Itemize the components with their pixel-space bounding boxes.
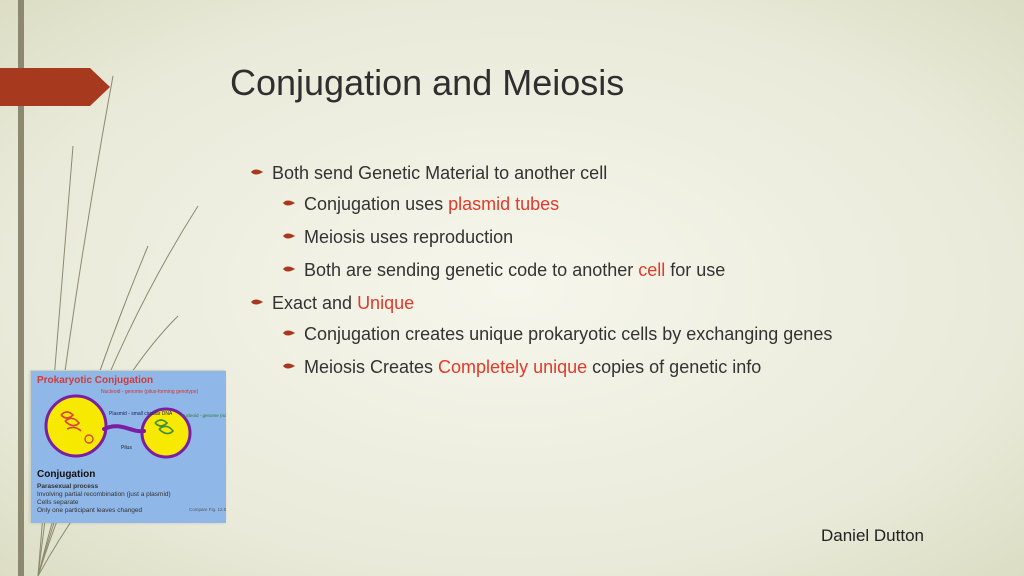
author-name: Daniel Dutton xyxy=(821,526,924,546)
bullet-leaf-icon xyxy=(250,163,266,184)
svg-text:Pilus: Pilus xyxy=(121,445,132,451)
slide: Conjugation and Meiosis Both send Geneti… xyxy=(0,0,1024,576)
svg-text:Compare Fig. 12.0 Pg 266: Compare Fig. 12.0 Pg 266 xyxy=(189,507,226,512)
conjugation-diagram: Nucleoid - genome (pilus-forming genotyp… xyxy=(30,370,225,522)
sub-bullet-item: Conjugation uses plasmid tubes xyxy=(282,191,964,218)
sub-bullet-item: Conjugation creates unique prokaryotic c… xyxy=(282,321,964,348)
bullet-leaf-icon xyxy=(282,324,298,345)
bullet-leaf-icon xyxy=(282,260,298,281)
bullet-leaf-icon xyxy=(282,227,298,248)
svg-text:Plasmid - small circular DNA: Plasmid - small circular DNA xyxy=(109,411,173,417)
slide-content: Both send Genetic Material to another ce… xyxy=(250,160,964,387)
bullet-item: Both send Genetic Material to another ce… xyxy=(250,160,964,284)
bullet-item: Exact and UniqueConjugation creates uniq… xyxy=(250,290,964,381)
sub-bullet-item: Meiosis uses reproduction xyxy=(282,224,964,251)
sub-bullet-item: Meiosis Creates Completely unique copies… xyxy=(282,354,964,381)
svg-text:Nucleoid - genome (pilus-formi: Nucleoid - genome (pilus-forming genotyp… xyxy=(101,389,199,395)
bullet-leaf-icon xyxy=(282,194,298,215)
bullet-leaf-icon xyxy=(282,357,298,378)
diagram-text-lines: Parasexual processInvolving partial reco… xyxy=(37,483,171,516)
sub-bullet-item: Both are sending genetic code to another… xyxy=(282,257,964,284)
bullet-leaf-icon xyxy=(250,293,266,314)
diagram-subtitle: Conjugation xyxy=(37,469,95,480)
title-arrow-marker xyxy=(0,68,110,106)
slide-title: Conjugation and Meiosis xyxy=(230,62,624,104)
svg-text:Nucleoid - genome (not a pilus: Nucleoid - genome (not a pilus-forming g… xyxy=(181,413,226,418)
diagram-title: Prokaryotic Conjugation xyxy=(37,375,153,386)
